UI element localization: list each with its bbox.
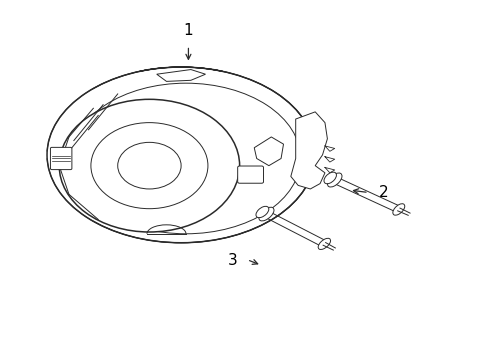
Text: 2: 2 [378,185,387,200]
Ellipse shape [327,173,341,187]
FancyBboxPatch shape [237,166,263,183]
Ellipse shape [118,142,181,189]
Ellipse shape [59,99,239,232]
Text: 1: 1 [183,23,193,39]
Ellipse shape [91,123,207,209]
Ellipse shape [258,207,273,221]
Ellipse shape [318,238,330,249]
Text: 3: 3 [227,253,237,268]
Ellipse shape [255,206,268,218]
Ellipse shape [392,204,404,215]
Polygon shape [254,137,283,166]
FancyBboxPatch shape [50,147,72,170]
Ellipse shape [47,67,315,243]
Polygon shape [157,69,205,81]
Ellipse shape [324,172,336,184]
Polygon shape [290,112,327,189]
